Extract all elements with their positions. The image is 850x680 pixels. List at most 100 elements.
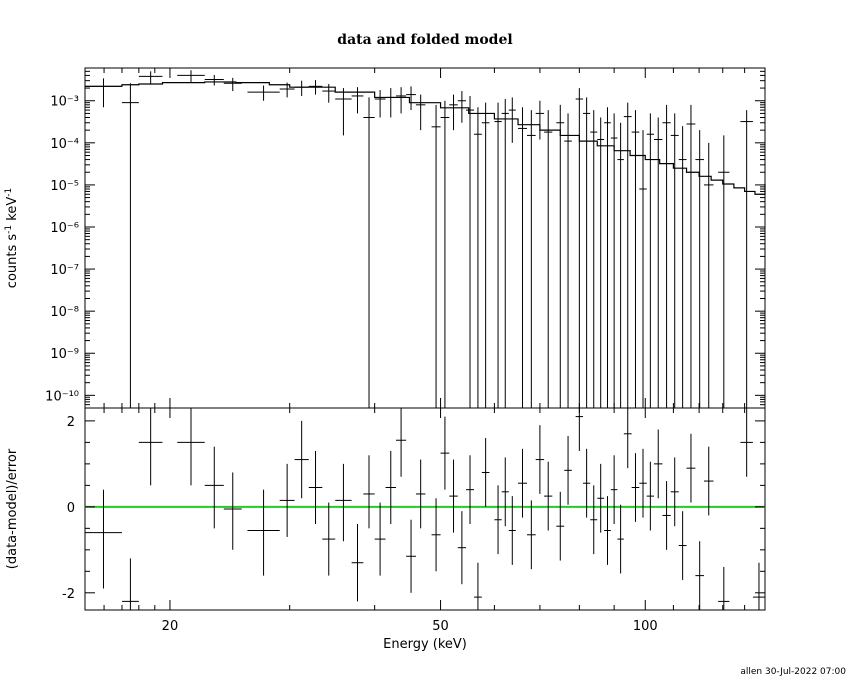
spectrum-data-point [474, 107, 482, 408]
spectrum-data-point [294, 80, 309, 96]
x-tick-label: 100 [633, 619, 658, 634]
residual-data-point [121, 558, 139, 610]
residual-data-point [279, 463, 295, 537]
spectrum-data-point [678, 126, 687, 408]
residual-data-point [653, 429, 663, 499]
y-tick-label: 10⁻¹⁰ [45, 389, 79, 404]
bottom-panel-frame [84, 407, 766, 611]
x-tick-label: 20 [162, 619, 179, 634]
footer-timestamp: allen 30-Jul-2022 07:00 [740, 667, 846, 677]
residual-y-tick-label: 2 [67, 415, 75, 430]
spectrum-data-point [204, 74, 224, 86]
residual-data-point [526, 500, 536, 570]
bottom-y-axis-label: (data-model)/error [5, 448, 20, 569]
y-tick-label: 10⁻⁸ [50, 305, 79, 320]
residual-data-point [678, 511, 687, 580]
residual-data-point [363, 455, 375, 529]
spectrum-data-point [501, 99, 509, 408]
spectrum-data-point [138, 71, 163, 85]
spectrum-data-point [639, 130, 647, 408]
residual-data-point [204, 446, 224, 529]
residual-data-point [670, 457, 679, 527]
residual-data-point [177, 408, 205, 486]
residual-data-point [351, 524, 364, 602]
spectrum-data-point [631, 110, 640, 408]
residual-data-point [494, 485, 502, 555]
spectrum-data-point [740, 110, 753, 408]
spectrum-data-point [686, 104, 696, 408]
residual-data-point [564, 435, 572, 505]
top-y-ticks: 10⁻³ 10⁻⁴ 10⁻⁵ 10⁻⁶ 10⁻⁷ 10⁻⁸ 10⁻⁹ 10⁻¹⁰ [45, 67, 765, 406]
spectrum-data-point [646, 113, 654, 408]
spectrum-data-point [544, 110, 553, 408]
spectrum-data-point [457, 91, 467, 123]
spectrum-data-point [351, 87, 364, 114]
top-x-ticks [84, 68, 766, 408]
spectrum-data-point [653, 117, 663, 408]
residual-data-point [449, 459, 458, 533]
residual-y-tick-label: -2 [62, 587, 75, 602]
spectrum-data-point [481, 102, 490, 408]
top-data-points [85, 70, 753, 408]
spectrum-data-point [590, 110, 598, 408]
residual-data-point [247, 489, 280, 576]
x-axis-label: Energy (keV) [383, 637, 467, 652]
residual-data-point [374, 502, 386, 576]
y-tick-label: 10⁻⁶ [50, 221, 79, 236]
spectrum-data-point [335, 88, 352, 136]
residual-data-point [631, 453, 640, 522]
spectrum-data-point [385, 88, 397, 118]
residual-data-point [501, 457, 509, 527]
folded-model-line [85, 81, 766, 195]
residual-data-point [740, 408, 753, 477]
residual-y-tick-label: 0 [67, 501, 75, 516]
y-tick-label: 10⁻⁵ [50, 179, 79, 194]
spectrum-data-point [662, 104, 671, 408]
residual-data-point [556, 491, 565, 561]
residual-points [85, 408, 765, 610]
residual-data-point [466, 455, 475, 525]
residual-data-point [544, 461, 553, 531]
bottom-y-ticks: -2 0 2 [62, 415, 765, 602]
spectrum-data-point [556, 104, 565, 408]
spectrum-data-point [177, 70, 205, 82]
residual-data-point [646, 461, 654, 531]
residual-data-point [604, 496, 611, 565]
residual-data-point [590, 485, 598, 555]
residual-data-point [440, 416, 450, 490]
spectrum-data-point [718, 135, 730, 408]
residual-data-point [457, 511, 467, 585]
residual-data-point [406, 519, 416, 593]
residual-data-point [535, 425, 545, 494]
residual-data-point [508, 496, 516, 565]
spectrum-data-point [431, 104, 441, 408]
spectrum-data-point [440, 100, 450, 408]
spectrum-data-point [415, 94, 426, 131]
spectrum-data-point [597, 117, 605, 408]
residual-data-point [662, 481, 671, 550]
residual-data-point [639, 448, 647, 518]
spectrum-data-point [121, 83, 139, 408]
spectrum-data-point [494, 102, 502, 408]
residual-data-point [610, 455, 618, 525]
spectrum-data-point [396, 87, 407, 114]
spectrum-data-point [526, 110, 536, 408]
spectrum-data-point [223, 77, 242, 92]
top-panel: 10⁻³ 10⁻⁴ 10⁻⁵ 10⁻⁶ 10⁻⁷ 10⁻⁸ 10⁻⁹ 10⁻¹⁰ counts… [4, 67, 766, 409]
residual-data-point [322, 502, 336, 576]
residual-data-point [481, 438, 490, 507]
residual-data-point [335, 463, 352, 542]
residual-data-point [518, 448, 527, 518]
x-tick-label: 50 [432, 619, 449, 634]
spectrum-data-point [508, 97, 516, 143]
y-tick-label: 10⁻³ [50, 95, 79, 110]
residual-data-point [85, 489, 122, 589]
top-panel-frame [84, 67, 766, 409]
spectrum-data-point [604, 107, 611, 408]
y-tick-label: 10⁻⁹ [50, 347, 79, 362]
residual-data-point [223, 472, 242, 550]
spectrum-data-point [247, 85, 280, 101]
residual-data-point [695, 541, 704, 610]
residual-data-point [138, 408, 163, 486]
spectrum-data-point [466, 95, 475, 408]
